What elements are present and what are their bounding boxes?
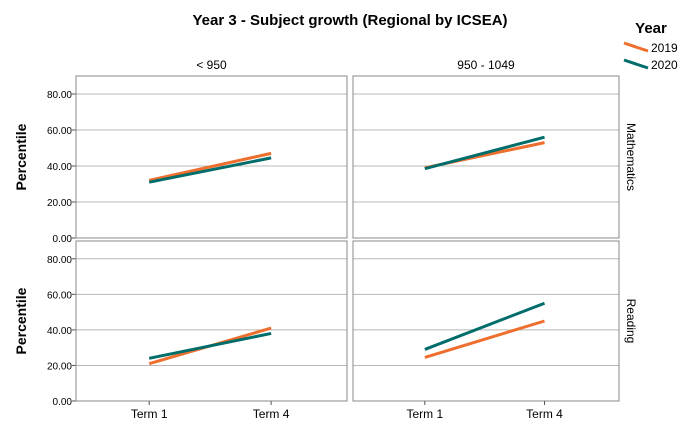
y-tick-label: 60.00 <box>47 126 72 137</box>
y-axis-label: Percentile <box>13 123 29 190</box>
panel-frame-mathematics-950 <box>75 75 348 239</box>
y-tick-label: 20.00 <box>47 361 72 372</box>
legend-label-2020: 2020 <box>651 58 678 72</box>
series-layer <box>148 135 546 366</box>
column-header-950: < 950 <box>196 58 227 72</box>
text-layer: Year 3 - Subject growth (Regional by ICS… <box>13 12 638 421</box>
grid-layer <box>76 93 619 366</box>
x-tick-label: Term 4 <box>253 407 290 421</box>
panel-frame-reading-950-1049 <box>352 240 620 402</box>
y-axis-label: Percentile <box>13 287 29 354</box>
series-line-2019-reading-950-1049 <box>424 319 545 359</box>
series-line-2020-reading-950-1049 <box>424 301 546 351</box>
legend-title: Year <box>635 20 667 37</box>
column-header-950-1049: 950 - 1049 <box>457 58 515 72</box>
legend-label-2019: 2019 <box>651 41 678 55</box>
panel-frame-mathematics-950-1049 <box>352 75 620 239</box>
y-tick-label: 0.00 <box>53 397 73 408</box>
legend: Year 2019 2020 <box>623 20 678 72</box>
y-tick-label: 80.00 <box>47 255 72 266</box>
y-tick-label: 40.00 <box>47 162 72 173</box>
legend-swatch-2020 <box>623 58 649 70</box>
series-line-2019-mathematics-950 <box>148 151 272 182</box>
panel-frame-reading-950 <box>75 240 348 402</box>
y-tick-label: 0.00 <box>53 234 73 245</box>
row-label-mathematics: Mathematics <box>624 123 638 191</box>
x-tick-label: Term 4 <box>526 407 563 421</box>
y-tick-label: 20.00 <box>47 198 72 209</box>
panel-frames <box>72 75 620 405</box>
x-tick-label: Term 1 <box>406 407 443 421</box>
row-label-reading: Reading <box>624 299 638 344</box>
y-tick-label: 40.00 <box>47 326 72 337</box>
y-tick-label: 60.00 <box>47 290 72 301</box>
series-line-2020-mathematics-950 <box>148 156 272 184</box>
series-line-2020-reading-950 <box>148 331 272 360</box>
legend-swatch-2019 <box>623 41 649 53</box>
series-line-2020-mathematics-950-1049 <box>424 135 545 171</box>
y-tick-label: 80.00 <box>47 90 72 101</box>
x-tick-label: Term 1 <box>131 407 168 421</box>
chart-title: Year 3 - Subject growth (Regional by ICS… <box>192 12 507 29</box>
